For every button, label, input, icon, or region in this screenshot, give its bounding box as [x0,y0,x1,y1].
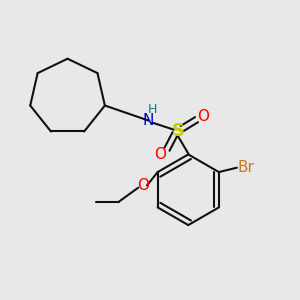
Text: H: H [147,103,157,116]
Text: S: S [172,122,184,140]
Text: O: O [154,147,166,162]
Text: Br: Br [238,160,255,175]
Text: N: N [143,113,154,128]
Text: O: O [136,178,148,193]
Text: O: O [197,109,209,124]
